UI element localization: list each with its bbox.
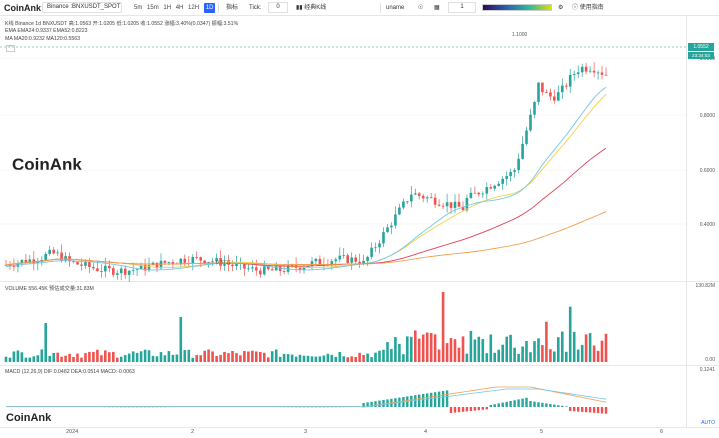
coinank-logo: CoinAnk xyxy=(4,3,41,13)
toolbar-divider xyxy=(380,3,381,13)
countdown-tag: 23:34:53 xyxy=(688,52,714,59)
user-name[interactable]: uname xyxy=(386,5,405,11)
timeframe-1d[interactable]: 1D xyxy=(203,3,216,13)
macd-panel[interactable]: MACD (12,26,9) DIF:0.0482 DEA:0.0514 MAC… xyxy=(0,366,719,428)
auto-scale-button[interactable]: AUTO xyxy=(701,420,715,426)
count-input[interactable]: 1 xyxy=(448,2,476,13)
x-tick: 3 xyxy=(304,429,308,435)
chart-watermark: CoinAnk xyxy=(12,155,82,174)
classic-kline-toggle[interactable]: ▮▮ 经典K线 xyxy=(296,3,326,13)
timeframe-5m[interactable]: 5m xyxy=(134,5,143,11)
layout-icon[interactable]: ▦ xyxy=(434,5,440,11)
eye-icon[interactable]: ☉ xyxy=(418,5,424,11)
kline-legend: K线 Binance 1d BNXUSDT 高:1.0563 开:1.0205 … xyxy=(5,21,239,27)
indicators-button[interactable]: 指标 xyxy=(226,5,239,11)
price-panel[interactable]: K线 Binance 1d BNXUSDT 高:1.0563 开:1.0205 … xyxy=(0,17,719,282)
x-tick: 2024 xyxy=(66,429,79,435)
volume-legend: VOLUME 556.45K 预估成交量:31.83M xyxy=(5,286,94,292)
x-tick: 6 xyxy=(660,429,664,435)
price-tick: 1.0000 xyxy=(699,56,715,62)
tick-label: Tick: xyxy=(249,5,262,11)
price-axis-border xyxy=(686,16,687,428)
volume-tick: 0.00 xyxy=(705,357,715,363)
price-tick: 0.8000 xyxy=(699,113,715,119)
help-icon: ⓘ xyxy=(572,5,579,11)
candles-icon: ▮▮ xyxy=(296,5,303,11)
guide-button[interactable]: ⓘ 使用指南 xyxy=(572,3,604,13)
timeframe-4h[interactable]: 4H xyxy=(175,5,184,11)
timeframe-12h[interactable]: 12H xyxy=(188,5,200,11)
bottom-logo: CoinAnk xyxy=(6,412,52,424)
toolbar-divider xyxy=(218,3,219,13)
macd-tick: 0.1241 xyxy=(699,367,715,373)
collapse-legend-icon[interactable]: ⌃ xyxy=(6,45,15,52)
price-tick: 0.4000 xyxy=(699,222,715,228)
price-tick: 0.6000 xyxy=(699,168,715,174)
timeframe-15m[interactable]: 15m xyxy=(147,5,159,11)
timeframe-group: 5m 15m 1H 4H 12H 1D xyxy=(134,3,218,13)
ema-legend: EMA EMA24:0.9337 EMA52:0.8223 xyxy=(5,28,88,34)
classic-kline-label: 经典K线 xyxy=(304,5,327,11)
settings-icon[interactable]: ⚙ xyxy=(558,5,564,11)
x-tick: 5 xyxy=(540,429,544,435)
volume-panel[interactable]: VOLUME 556.45K 预估成交量:31.83M xyxy=(0,282,719,366)
volume-tick: 130.82M xyxy=(695,283,715,289)
macd-legend: MACD (12,26,9) DIF:0.0482 DEA:0.0514 MAC… xyxy=(5,369,135,375)
tick-input[interactable]: 0 xyxy=(268,2,288,13)
last-price-tag: 1.0552 xyxy=(688,43,714,51)
symbol-selector[interactable]: Binance :BNXUSDT_SPOT xyxy=(42,2,122,13)
timeframe-1h[interactable]: 1H xyxy=(163,5,172,11)
toolbar: CoinAnk Binance :BNXUSDT_SPOT 5m 15m 1H … xyxy=(0,0,719,16)
ma-legend: MA MA20:0.9232 MA120:0.5563 xyxy=(5,36,80,42)
guide-label: 使用指南 xyxy=(579,5,604,11)
x-tick: 4 xyxy=(424,429,428,435)
x-tick: 2 xyxy=(191,429,195,435)
heatmap-color-scale[interactable] xyxy=(482,4,552,11)
